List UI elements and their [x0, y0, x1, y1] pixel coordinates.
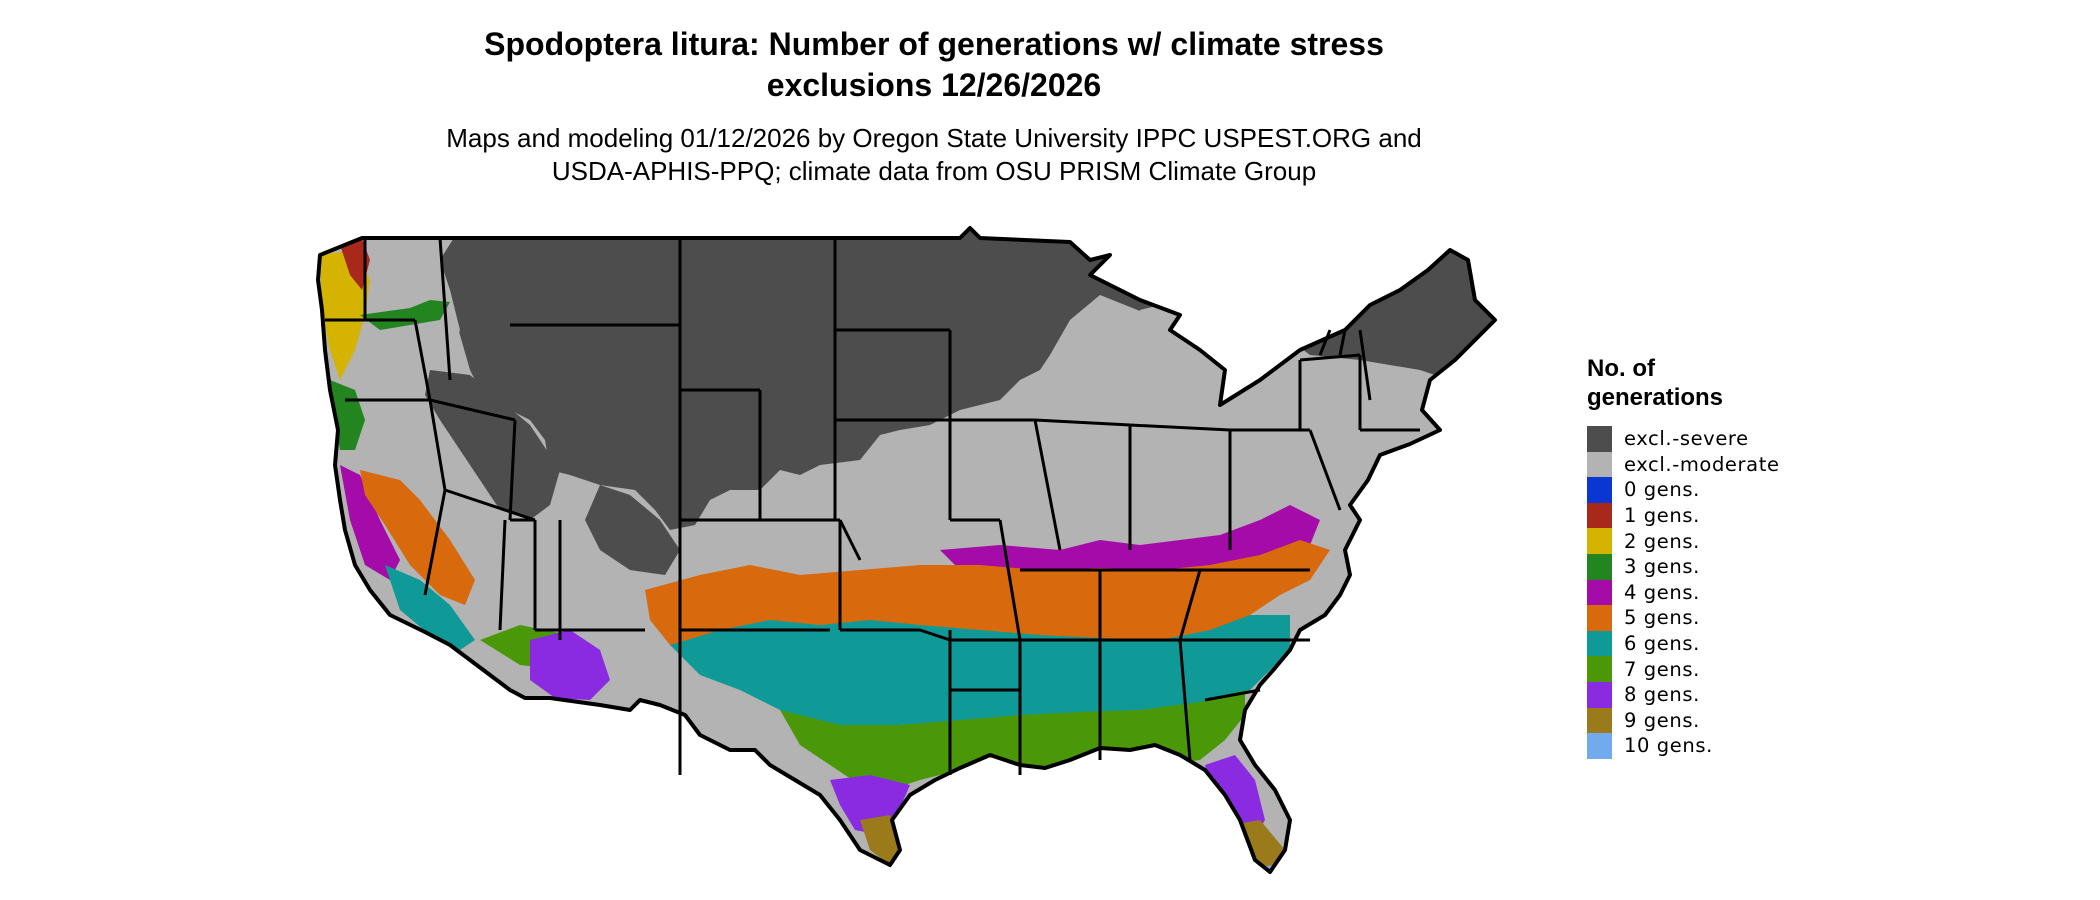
legend-item-4-gens: 4 gens. [1587, 579, 1887, 606]
legend-item-excl-moderate: excl.-moderate [1587, 451, 1887, 478]
subtitle-line-1: Maps and modeling 01/12/2026 by Oregon S… [446, 123, 1422, 153]
subtitle-line-2: USDA-APHIS-PPQ; climate data from OSU PR… [551, 156, 1317, 186]
legend-label: 4 gens. [1624, 580, 1700, 604]
legend-swatch [1587, 707, 1612, 734]
zone-6-gens [670, 615, 1290, 730]
legend-swatch [1587, 426, 1612, 452]
legend-label: excl.-severe [1624, 427, 1749, 451]
zone-9-gens-texas [860, 815, 900, 865]
legend-label: excl.-moderate [1624, 452, 1780, 476]
legend-item-10-gens: 10 gens. [1587, 733, 1887, 759]
legend-label: 7 gens. [1624, 657, 1700, 681]
legend-item-excl-severe: excl.-severe [1587, 426, 1887, 452]
legend-title-line-1: No. of [1587, 355, 1655, 382]
zone-7-gens [780, 690, 1245, 790]
legend-item-3-gens: 3 gens. [1587, 553, 1887, 580]
legend-swatch [1587, 579, 1612, 606]
legend-swatch [1587, 630, 1612, 657]
legend-label: 6 gens. [1624, 632, 1700, 656]
state-lines-plains [510, 238, 862, 775]
legend-label: 3 gens. [1624, 555, 1700, 579]
state-lines-south [840, 568, 1310, 775]
map-subtitle: Maps and modeling 01/12/2026 by Oregon S… [0, 122, 1868, 188]
legend-title: No. of generations [1587, 354, 1887, 412]
legend-swatch [1587, 733, 1612, 759]
zone-4-gens [940, 505, 1320, 575]
legend-item-0-gens: 0 gens. [1587, 477, 1887, 503]
legend-item-5-gens: 5 gens. [1587, 605, 1887, 631]
legend-swatch [1587, 605, 1612, 631]
zone-5-gens-california [360, 470, 475, 605]
legend-swatch [1587, 528, 1612, 554]
state-boundaries [316, 226, 1497, 874]
legend-swatch [1587, 477, 1612, 503]
legend-item-1-gens: 1 gens. [1587, 502, 1887, 529]
legend-swatch [1587, 502, 1612, 529]
state-lines-midwest [833, 238, 1342, 641]
title-line-1: Spodoptera litura: Number of generations… [484, 26, 1384, 62]
legend-label: 1 gens. [1624, 504, 1700, 528]
legend-label: 2 gens. [1624, 529, 1700, 553]
title-line-2: exclusions 12/26/2026 [766, 67, 1102, 103]
state-lines-northeast [1298, 329, 1420, 432]
legend-label: 5 gens. [1624, 606, 1700, 630]
legend-item-8-gens: 8 gens. [1587, 681, 1887, 708]
legend-label: 0 gens. [1624, 478, 1700, 502]
zone-8-gens-arizona [530, 630, 610, 700]
zone-6-gens-west [385, 565, 475, 650]
map-title: Spodoptera litura: Number of generations… [0, 24, 1868, 106]
legend: No. of generations excl.-severe excl.-mo… [1587, 354, 1887, 759]
legend-label: 9 gens. [1624, 708, 1700, 732]
legend-item-6-gens: 6 gens. [1587, 630, 1887, 657]
legend-label: 8 gens. [1624, 683, 1700, 707]
legend-item-2-gens: 2 gens. [1587, 528, 1887, 554]
legend-swatch [1587, 656, 1612, 682]
legend-swatch [1587, 553, 1612, 580]
legend-item-9-gens: 9 gens. [1587, 707, 1887, 734]
zone-1-gens [340, 238, 370, 290]
legend-swatch [1587, 451, 1612, 478]
legend-swatch [1587, 681, 1612, 708]
legend-title-line-2: generations [1587, 384, 1724, 411]
zone-excl-severe-southwest-highlands [585, 485, 680, 575]
zone-4-gens-california [340, 465, 400, 580]
zone-fills [318, 228, 1495, 872]
legend-item-7-gens: 7 gens. [1587, 656, 1887, 682]
zone-3-gens-northwest [360, 300, 450, 330]
legend-label: 10 gens. [1624, 734, 1713, 758]
state-lines-west [325, 237, 645, 640]
us-generations-map [316, 226, 1497, 874]
legend-items: excl.-severe excl.-moderate 0 gens. 1 ge… [1587, 426, 1887, 759]
